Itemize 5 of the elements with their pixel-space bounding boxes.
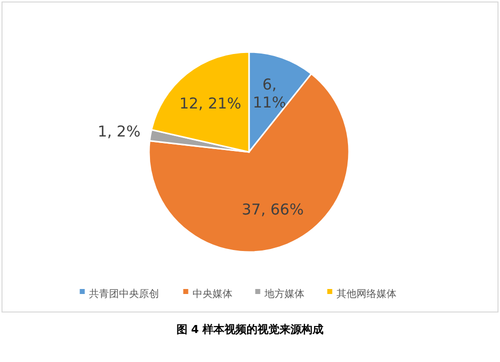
legend-label: 地方媒体	[263, 288, 304, 300]
legend-label: 中央媒体	[192, 288, 232, 300]
legend-label: 共青团中央原创	[88, 288, 159, 300]
legend-label: 其他网络媒体	[336, 288, 396, 300]
caption: 图 4 样本视频的视觉来源构成	[176, 323, 324, 336]
